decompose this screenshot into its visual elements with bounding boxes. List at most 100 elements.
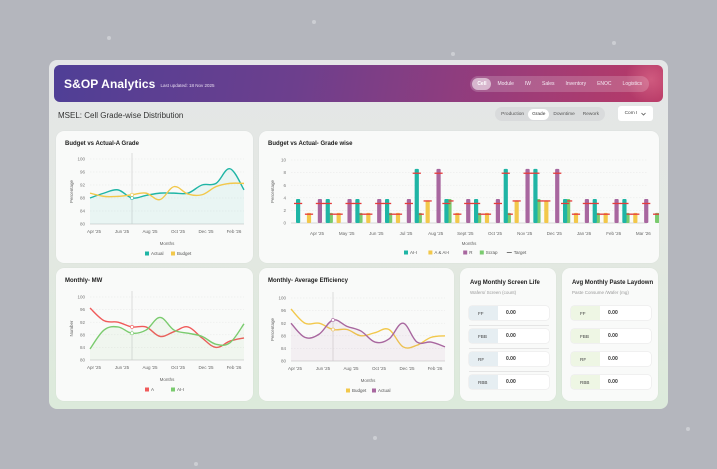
x-axis-label: Months: [160, 377, 176, 382]
x-tick-label: Feb '26: [606, 231, 621, 236]
bar-r: [525, 168, 530, 223]
bar-ai-i: [355, 199, 360, 223]
y-tick-label: 100: [77, 157, 85, 162]
card-mw-chart: Monthly- MW 80 84 88 92 96 100 Number Apr '25 Ju…: [56, 268, 253, 401]
bar-r: [436, 168, 441, 223]
divider: [469, 325, 549, 326]
decorative-dot: [107, 36, 111, 40]
tab-production[interactable]: Production: [501, 111, 525, 117]
legend-swatch: [145, 251, 149, 256]
legend-swatch: [171, 387, 175, 392]
x-tick-label: Dec '25: [198, 365, 214, 370]
line-select-dropdown[interactable]: Com I: [618, 106, 653, 121]
chart-title: Budget vs Actual-A Grade: [65, 141, 139, 147]
y-tick-label: 92: [80, 183, 86, 188]
x-tick-label: Jun '25: [369, 231, 384, 236]
x-tick-label: Oct '25: [171, 365, 186, 370]
bar-r: [495, 199, 500, 223]
card-efficiency-chart: Monthly- Average Efficiency 80 84 88 92 96 10…: [259, 268, 454, 401]
y-tick-label: 92: [80, 320, 86, 325]
legend-swatch: [404, 250, 408, 255]
bar-ai-i: [563, 199, 568, 223]
kpi-value: 0.00: [608, 356, 618, 362]
tab-grade[interactable]: Grade: [528, 108, 550, 120]
y-tick-label: 96: [281, 308, 287, 313]
series-line-ai-i: [89, 316, 245, 350]
y-tick-label: 80: [281, 359, 287, 364]
y-tick-label: 100: [77, 295, 85, 300]
kpi-row-rbb: RBB 0.00: [469, 375, 549, 389]
card-a-grade-chart: Budget vs Actual-A Grade 80 84 88 92 96 100 Pe…: [56, 131, 253, 263]
bar-ai-i: [592, 199, 597, 223]
data-point: [130, 192, 134, 197]
series-area-actual: [90, 168, 244, 224]
chevron-down-icon: [641, 112, 647, 116]
x-tick-label: Apr '25: [310, 231, 325, 236]
series-area-ai-i: [90, 317, 244, 360]
bar-r: [584, 199, 589, 223]
y-tick-label: 6: [283, 183, 286, 188]
decorative-dot: [194, 462, 198, 466]
x-tick-label: Apr '25: [288, 366, 303, 371]
bar-r: [614, 199, 619, 223]
y-tick-label: 0: [283, 221, 286, 226]
a-grade-line-chart: 80 84 88 92 96 100 Percentage Apr '25 Jun '25 Aug…: [69, 153, 245, 256]
kpi-row-rbb: RBB 0.00: [571, 375, 651, 389]
legend-label: AI-I: [177, 387, 184, 392]
bar-ai-i: [444, 199, 449, 223]
chart-title: Monthly- MW: [65, 278, 103, 284]
x-tick-label: Jul '25: [400, 231, 413, 236]
nav-item-enoc[interactable]: ENOC: [597, 81, 612, 87]
x-tick-label: Apr '25: [87, 365, 102, 370]
y-tick-label: 84: [80, 345, 86, 350]
x-axis-label: Months: [361, 378, 377, 383]
y-axis-label: Percentage: [270, 180, 275, 204]
nav-item-module[interactable]: Module: [497, 81, 514, 87]
kpi-label: RBB: [571, 375, 600, 389]
module-nav: Cell Module IW Sales Inventory ENOC Logi…: [470, 76, 649, 92]
nav-item-iw[interactable]: IW: [524, 81, 531, 87]
bar-r: [406, 199, 411, 223]
tab-downtime[interactable]: Downtime: [553, 111, 575, 117]
legend-label: R: [469, 250, 473, 255]
x-tick-label: Jun '25: [316, 366, 331, 371]
y-tick-label: 8: [283, 170, 286, 175]
kpi-label: FBB: [571, 329, 600, 343]
x-tick-label: Aug '25: [428, 231, 444, 236]
x-tick-label: Oct '25: [171, 229, 186, 234]
kpi-row-fbb: FBB 0.00: [571, 329, 651, 343]
y-tick-label: 2: [283, 208, 286, 213]
decorative-dot: [312, 20, 316, 24]
y-tick-label: 84: [80, 209, 86, 214]
x-tick-label: Aug '25: [343, 366, 359, 371]
series-line-budget: [290, 308, 446, 349]
series-area-actual: [291, 319, 445, 361]
nav-item-inventory[interactable]: Inventory: [565, 81, 587, 87]
x-tick-label: May '25: [339, 231, 355, 236]
tab-rework[interactable]: Rework: [582, 111, 599, 117]
kpi-label: FF: [571, 306, 600, 320]
bar-ai-i: [503, 168, 508, 223]
legend-label: A: [151, 387, 154, 392]
bar-ai-i: [474, 199, 479, 223]
view-segmented-control: Production Grade Downtime Rework: [495, 107, 605, 121]
legend-swatch: [463, 250, 468, 255]
decorative-dot: [612, 41, 616, 45]
y-tick-label: 88: [80, 196, 86, 201]
nav-item-logistics[interactable]: Logistics: [622, 81, 642, 87]
bar-r: [347, 199, 352, 223]
bar-a-ai-i: [514, 200, 519, 223]
x-tick-label: Mar '26: [636, 231, 651, 236]
legend-swatch: [171, 251, 175, 256]
legend-label: Budget: [352, 388, 367, 393]
bar-r: [377, 199, 382, 223]
y-tick-label: 80: [80, 358, 86, 363]
bar-a-ai-i: [395, 212, 401, 223]
kpi-row-rf: RF 0.00: [469, 352, 549, 366]
nav-item-sales[interactable]: Sales: [542, 81, 555, 87]
nav-item-cell[interactable]: Cell: [472, 78, 492, 90]
legend-swatch: [372, 388, 376, 393]
legend-swatch: [145, 387, 149, 392]
page-title: MSEL: Cell Grade-wise Distribution: [58, 110, 184, 120]
kpi-label: RF: [469, 352, 498, 366]
